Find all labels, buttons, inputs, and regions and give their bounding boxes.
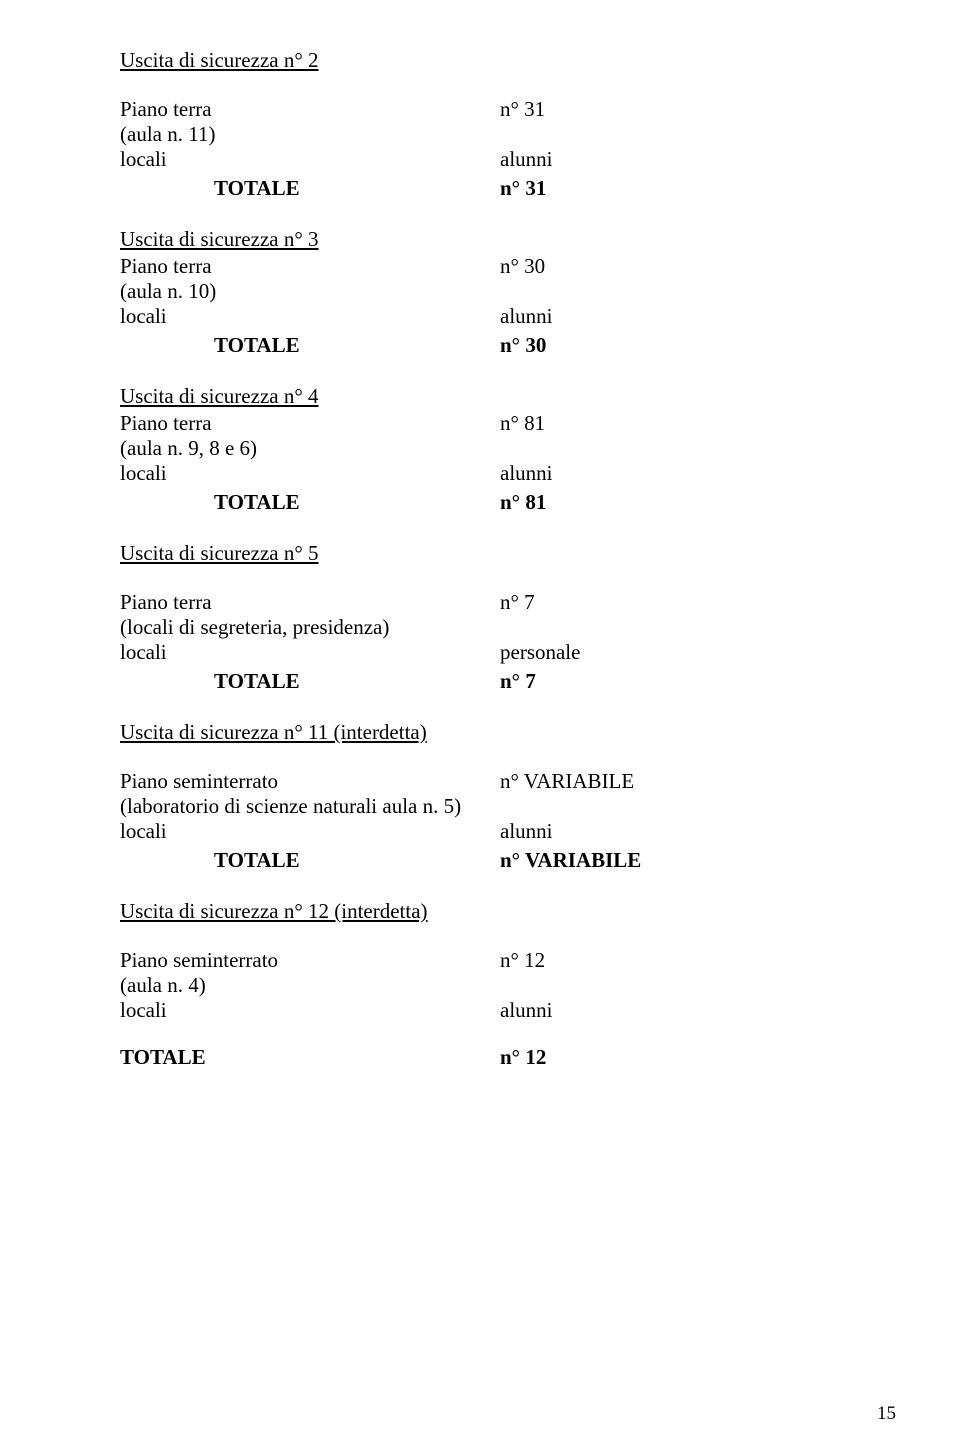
row-right — [500, 122, 840, 147]
row-left: Piano seminterrato — [120, 948, 500, 973]
row-right — [500, 436, 840, 461]
totale-value: n° 12 — [500, 1045, 840, 1070]
section-title: Uscita di sicurezza n° 2 — [120, 48, 840, 73]
row-left: (laboratorio di scienze naturali aula n.… — [120, 794, 500, 819]
row-right — [500, 794, 840, 819]
row-left: (aula n. 4) — [120, 973, 500, 998]
row-right: alunni — [500, 147, 840, 172]
text-row: Piano seminterrato n° VARIABILE — [120, 769, 840, 794]
totale-value: n° 31 — [500, 176, 840, 201]
text-row: locali alunni — [120, 998, 840, 1023]
totale-row: TOTALE n° 30 — [120, 333, 840, 358]
section: Uscita di sicurezza n° 3 Piano terra n° … — [120, 227, 840, 358]
totale-label: TOTALE — [120, 1045, 500, 1070]
text-row: locali alunni — [120, 304, 840, 329]
section: Uscita di sicurezza n° 4 Piano terra n° … — [120, 384, 840, 515]
row-left: (aula n. 10) — [120, 279, 500, 304]
row-right — [500, 279, 840, 304]
text-row: (aula n. 9, 8 e 6) — [120, 436, 840, 461]
text-row: locali alunni — [120, 461, 840, 486]
text-row: Piano terra n° 81 — [120, 411, 840, 436]
text-row: Piano seminterrato n° 12 — [120, 948, 840, 973]
row-left: locali — [120, 819, 500, 844]
text-row: locali alunni — [120, 819, 840, 844]
text-row: locali personale — [120, 640, 840, 665]
totale-value: n° 30 — [500, 333, 840, 358]
row-left: Piano seminterrato — [120, 769, 500, 794]
text-row: (laboratorio di scienze naturali aula n.… — [120, 794, 840, 819]
text-row: (aula n. 11) — [120, 122, 840, 147]
row-right: alunni — [500, 304, 840, 329]
section-title: Uscita di sicurezza n° 12 (interdetta) — [120, 899, 840, 924]
text-row: Piano terra n° 30 — [120, 254, 840, 279]
row-right: n° 30 — [500, 254, 840, 279]
row-left: locali — [120, 147, 500, 172]
totale-label: TOTALE — [120, 848, 500, 873]
page-number: 15 — [877, 1403, 896, 1425]
row-right: alunni — [500, 998, 840, 1023]
text-row: (aula n. 4) — [120, 973, 840, 998]
section: Uscita di sicurezza n° 11 (interdetta) P… — [120, 720, 840, 873]
section-title: Uscita di sicurezza n° 3 — [120, 227, 840, 252]
row-left: Piano terra — [120, 97, 500, 122]
text-row: Piano terra n° 31 — [120, 97, 840, 122]
totale-row: TOTALE n° 31 — [120, 176, 840, 201]
row-left: locali — [120, 640, 500, 665]
totale-value: n° 81 — [500, 490, 840, 515]
row-right: n° 12 — [500, 948, 840, 973]
section-title: Uscita di sicurezza n° 4 — [120, 384, 840, 409]
section-title: Uscita di sicurezza n° 11 (interdetta) — [120, 720, 840, 745]
section: Uscita di sicurezza n° 5 Piano terra n° … — [120, 541, 840, 694]
row-right: alunni — [500, 819, 840, 844]
row-left: locali — [120, 461, 500, 486]
row-right: n° VARIABILE — [500, 769, 840, 794]
row-right: alunni — [500, 461, 840, 486]
section: Uscita di sicurezza n° 2 Piano terra n° … — [120, 48, 840, 201]
totale-label: TOTALE — [120, 490, 500, 515]
row-right: n° 7 — [500, 590, 840, 615]
totale-value: n° 7 — [500, 669, 840, 694]
totale-label: TOTALE — [120, 176, 500, 201]
totale-row: TOTALE n° 81 — [120, 490, 840, 515]
section-title: Uscita di sicurezza n° 5 — [120, 541, 840, 566]
row-left: locali — [120, 998, 500, 1023]
row-left: (locali di segreteria, presidenza) — [120, 615, 500, 640]
section: Uscita di sicurezza n° 12 (interdetta) P… — [120, 899, 840, 1070]
row-right: n° 81 — [500, 411, 840, 436]
totale-row: TOTALE n° VARIABILE — [120, 848, 840, 873]
document-page: Uscita di sicurezza n° 2 Piano terra n° … — [0, 0, 960, 1453]
text-row: (aula n. 10) — [120, 279, 840, 304]
row-left: (aula n. 9, 8 e 6) — [120, 436, 500, 461]
row-left: locali — [120, 304, 500, 329]
totale-row: TOTALE n° 12 — [120, 1045, 840, 1070]
row-left: Piano terra — [120, 411, 500, 436]
row-right: personale — [500, 640, 840, 665]
row-left: Piano terra — [120, 590, 500, 615]
row-right — [500, 615, 840, 640]
text-row: locali alunni — [120, 147, 840, 172]
totale-label: TOTALE — [120, 669, 500, 694]
totale-label: TOTALE — [120, 333, 500, 358]
text-row: Piano terra n° 7 — [120, 590, 840, 615]
row-right — [500, 973, 840, 998]
row-right: n° 31 — [500, 97, 840, 122]
totale-value: n° VARIABILE — [500, 848, 840, 873]
row-left: (aula n. 11) — [120, 122, 500, 147]
row-left: Piano terra — [120, 254, 500, 279]
totale-row: TOTALE n° 7 — [120, 669, 840, 694]
text-row: (locali di segreteria, presidenza) — [120, 615, 840, 640]
